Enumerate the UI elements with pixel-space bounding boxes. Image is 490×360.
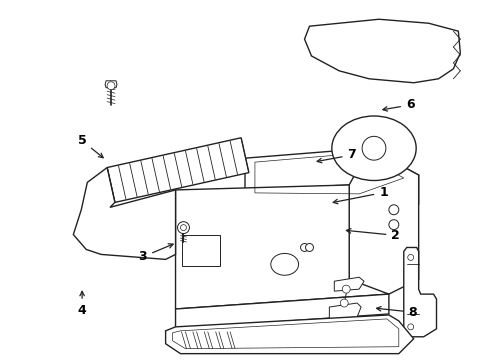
Polygon shape <box>245 148 418 205</box>
Polygon shape <box>166 315 414 354</box>
Circle shape <box>180 225 187 231</box>
Circle shape <box>362 136 386 160</box>
Polygon shape <box>107 138 249 202</box>
Text: 3: 3 <box>139 244 173 263</box>
Circle shape <box>340 299 348 307</box>
Text: 6: 6 <box>383 99 415 112</box>
Polygon shape <box>175 294 389 329</box>
Polygon shape <box>334 277 364 291</box>
Text: 8: 8 <box>376 306 417 319</box>
Circle shape <box>389 220 399 230</box>
Text: 1: 1 <box>333 186 388 204</box>
Circle shape <box>300 243 309 251</box>
Polygon shape <box>74 167 175 260</box>
Polygon shape <box>175 185 389 309</box>
Ellipse shape <box>271 253 298 275</box>
Polygon shape <box>305 19 460 83</box>
Circle shape <box>389 205 399 215</box>
Text: 7: 7 <box>317 148 356 163</box>
Polygon shape <box>349 148 418 294</box>
Circle shape <box>306 243 314 251</box>
Polygon shape <box>404 247 437 337</box>
Circle shape <box>177 222 190 234</box>
Circle shape <box>342 285 350 293</box>
Polygon shape <box>105 81 117 88</box>
FancyBboxPatch shape <box>182 235 220 266</box>
Text: 2: 2 <box>346 229 400 242</box>
Circle shape <box>107 82 115 90</box>
Circle shape <box>408 324 414 330</box>
Text: 5: 5 <box>78 134 103 158</box>
Ellipse shape <box>332 116 416 180</box>
Polygon shape <box>329 303 361 319</box>
Circle shape <box>408 255 414 260</box>
Text: 4: 4 <box>78 291 87 317</box>
